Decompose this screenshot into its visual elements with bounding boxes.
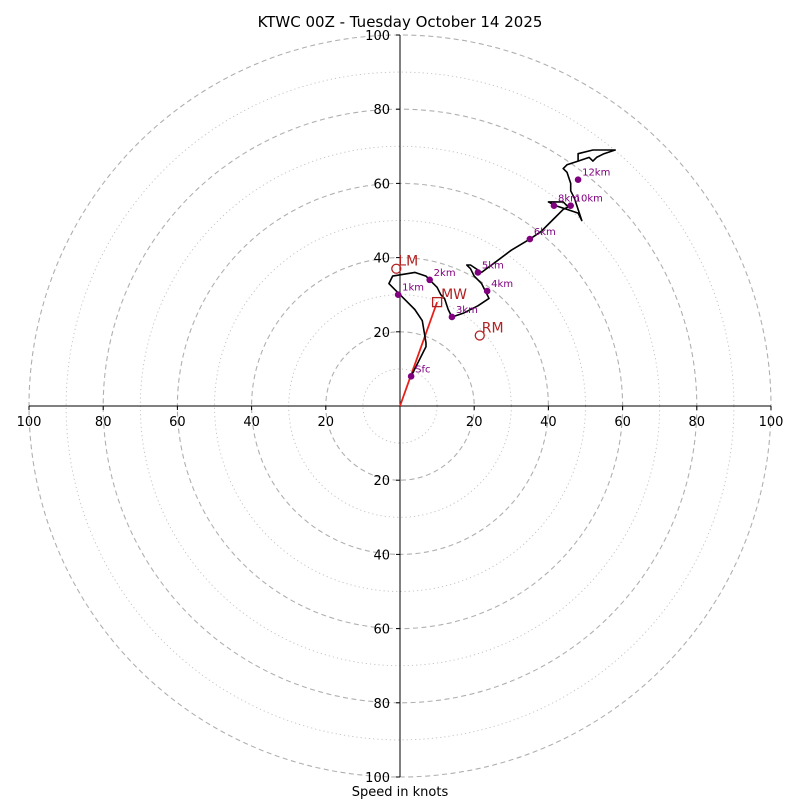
height-marker-sfc xyxy=(407,373,415,380)
height-marker-8km xyxy=(550,202,558,209)
height-marker-2km xyxy=(426,276,433,284)
height-marker-3km xyxy=(448,313,456,321)
y-tick-label: 40 xyxy=(373,252,390,267)
height-label-12km: 12km xyxy=(582,168,610,179)
y-tick-label: 100 xyxy=(365,29,390,44)
left-mover-label: LM xyxy=(398,254,418,270)
height-label-4km: 4km xyxy=(491,279,513,290)
x-tick-label: 20 xyxy=(466,415,483,430)
left-mover-marker xyxy=(391,263,402,274)
mean-wind-label: MW xyxy=(441,287,467,303)
x-tick-label: 100 xyxy=(17,415,42,430)
x-tick-label: 40 xyxy=(243,415,260,430)
mean-wind-marker xyxy=(431,296,443,308)
x-axis-label: Speed in knots xyxy=(352,785,449,800)
mean-wind-vector xyxy=(399,301,438,407)
height-label-8km: 8km xyxy=(558,194,580,205)
height-label-sfc: Sfc xyxy=(415,364,430,375)
height-marker-1km xyxy=(394,291,402,299)
y-axis-ticks: 100 80 60 40 20 20 40 60 80 100 xyxy=(365,29,400,786)
x-tick-label: 80 xyxy=(95,415,112,430)
height-label-2km: 2km xyxy=(434,268,456,279)
chart-title: KTWC 00Z - Tuesday October 14 2025 xyxy=(258,13,543,31)
y-tick-label: 40 xyxy=(373,548,390,563)
y-tick-label: 20 xyxy=(373,474,390,489)
x-tick-label: 100 xyxy=(759,415,784,430)
height-label-1km: 1km xyxy=(402,283,424,294)
right-mover-label: RM xyxy=(482,321,504,337)
y-tick-label: 60 xyxy=(373,177,390,192)
height-label-5km: 5km xyxy=(482,260,504,271)
y-tick-label: 100 xyxy=(365,771,390,786)
y-tick-label: 80 xyxy=(373,103,390,118)
x-tick-label: 60 xyxy=(614,415,631,430)
right-mover-marker xyxy=(474,330,485,341)
height-marker-6km xyxy=(526,235,534,243)
y-tick-label: 20 xyxy=(373,326,390,341)
height-label-3km: 3km xyxy=(456,305,478,316)
height-marker-4km xyxy=(483,287,491,295)
height-label-10km: 10km xyxy=(575,194,603,205)
x-tick-label: 40 xyxy=(540,415,557,430)
height-marker-12km xyxy=(574,176,582,183)
y-tick-label: 80 xyxy=(373,697,390,712)
height-label-6km: 6km xyxy=(534,227,556,238)
x-axis-ticks: 100 80 60 40 20 20 40 60 80 100 xyxy=(17,406,784,430)
height-marker-5km xyxy=(474,269,482,276)
y-tick-label: 60 xyxy=(373,623,390,638)
x-tick-label: 80 xyxy=(689,415,706,430)
x-tick-label: 20 xyxy=(318,415,335,430)
height-marker-10km xyxy=(567,202,574,209)
x-tick-label: 60 xyxy=(169,415,186,430)
